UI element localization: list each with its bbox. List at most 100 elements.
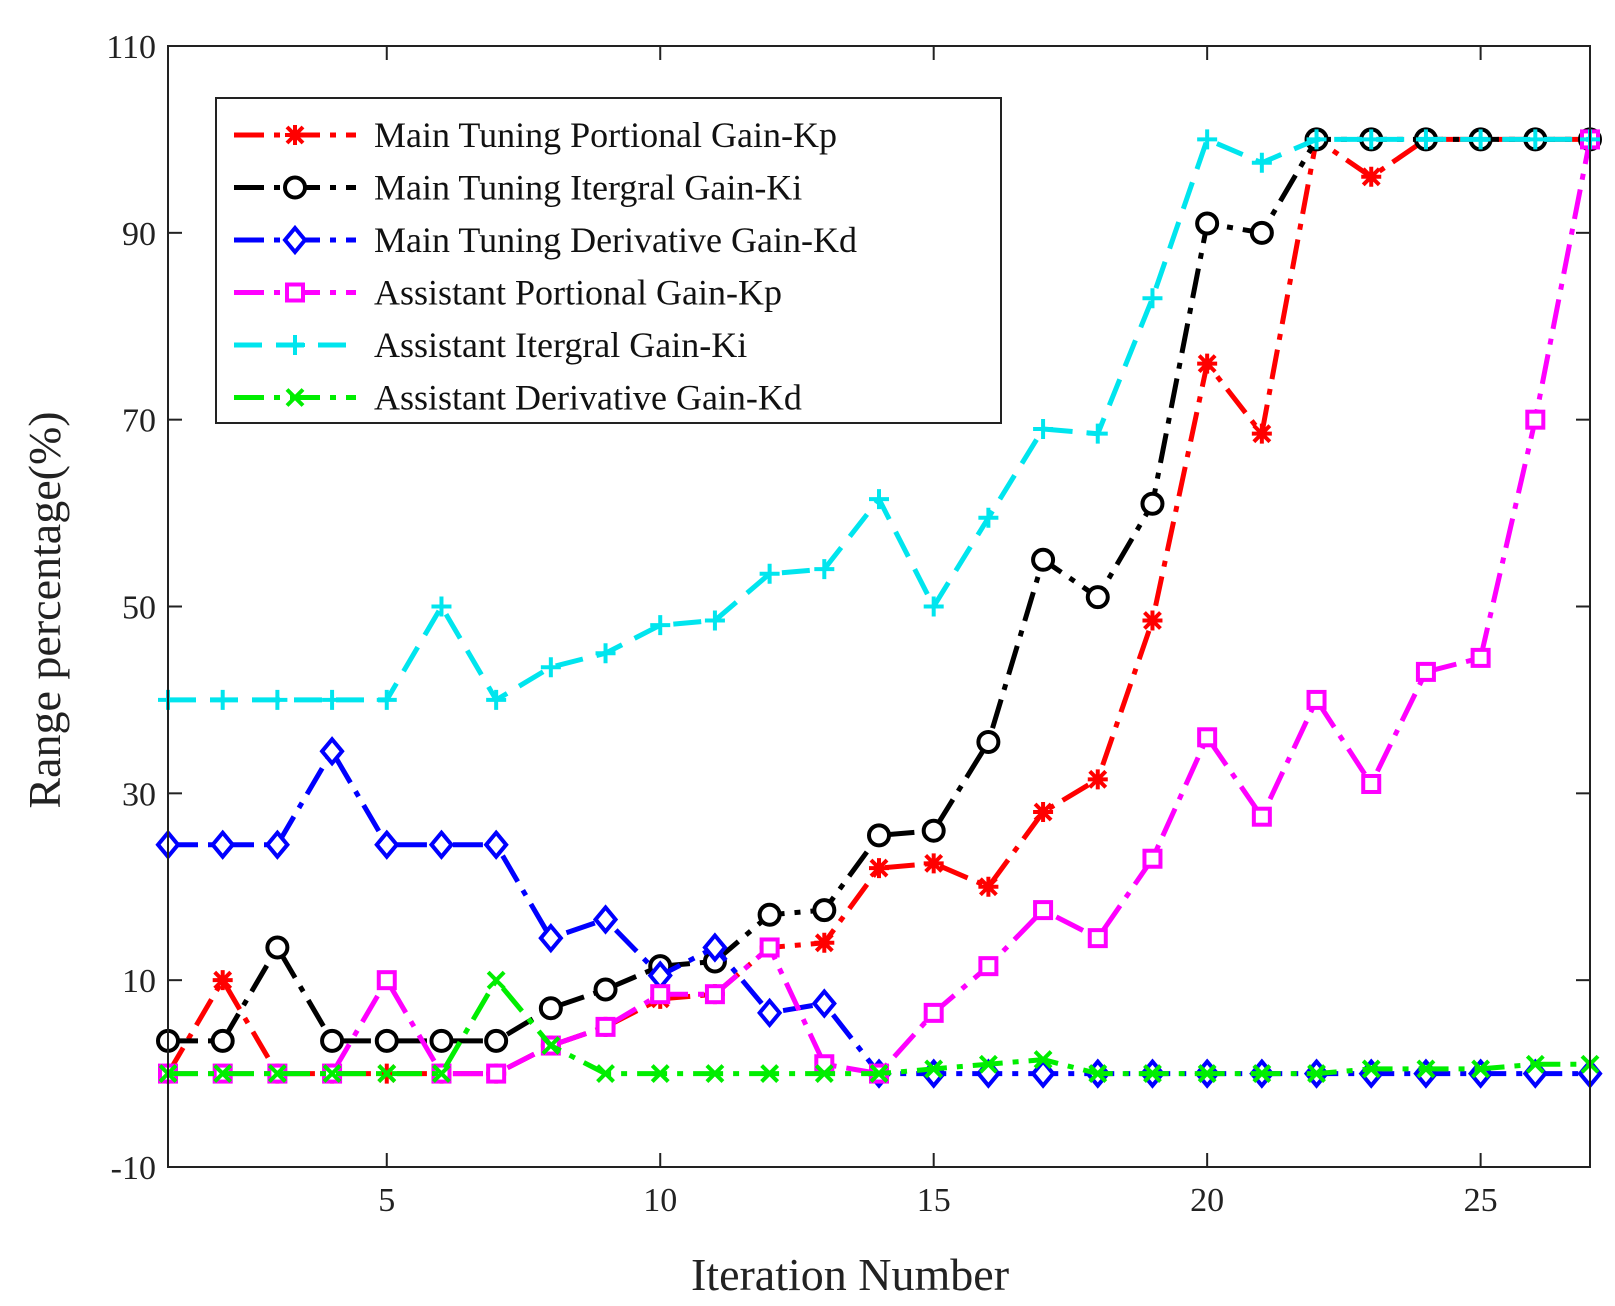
- data-point: [921, 818, 946, 843]
- data-point: [322, 1064, 342, 1083]
- data-point: [1197, 727, 1218, 748]
- data-point: [595, 1016, 616, 1037]
- data-point: [376, 689, 397, 710]
- data-point: [377, 1064, 397, 1083]
- data-point: [1415, 661, 1436, 682]
- data-point: [1143, 1064, 1162, 1083]
- data-point: [374, 829, 400, 860]
- data-point: [213, 1064, 233, 1083]
- data-point: [1087, 928, 1108, 949]
- data-point: [1361, 166, 1382, 187]
- data-point: [1525, 409, 1546, 430]
- data-point: [431, 596, 452, 617]
- data-point: [1251, 806, 1272, 827]
- series-line-2: [168, 136, 1590, 1044]
- data-point: [1361, 129, 1382, 150]
- data-point: [1088, 1064, 1108, 1083]
- data-point: [1033, 419, 1054, 440]
- data-point: [1033, 900, 1054, 921]
- data-point: [210, 829, 236, 860]
- legend-entry: Assistant Derivative Gain-Kd: [234, 378, 802, 418]
- data-point: [1251, 152, 1272, 173]
- legend-marker: [283, 175, 307, 200]
- data-point: [1197, 129, 1218, 150]
- data-point: [540, 657, 561, 678]
- data-point: [1142, 848, 1163, 869]
- data-point: [1031, 547, 1056, 572]
- data-point: [1033, 802, 1054, 823]
- series-6: [158, 970, 1600, 1083]
- data-point: [264, 829, 290, 860]
- y-tick-label: 10: [122, 963, 156, 1000]
- data-point: [869, 489, 889, 510]
- data-point: [1525, 129, 1546, 150]
- y-axis-title: Range percentage(%): [19, 411, 70, 808]
- data-point: [814, 559, 835, 580]
- x-tick-label: 15: [917, 1182, 951, 1219]
- legend-entry: Main Tuning Portional Gain-Kp: [234, 115, 837, 155]
- data-point: [978, 507, 999, 528]
- legend-label: Assistant Itergral Gain-Ki: [374, 325, 747, 365]
- y-tick-label: 30: [122, 776, 156, 813]
- data-point: [1033, 1050, 1053, 1069]
- data-point: [538, 996, 563, 1021]
- data-point: [812, 898, 837, 923]
- data-point: [322, 689, 343, 710]
- data-point: [1142, 610, 1163, 631]
- data-point: [319, 736, 345, 767]
- data-point: [1306, 129, 1327, 150]
- legend-marker: [285, 282, 305, 303]
- data-point: [1416, 1059, 1436, 1079]
- data-point: [704, 984, 725, 1005]
- legend-marker: [285, 388, 305, 407]
- series-5: [158, 129, 1600, 710]
- data-point: [1087, 423, 1108, 444]
- data-point: [595, 643, 616, 664]
- data-point: [1470, 647, 1491, 668]
- data-point: [1197, 1064, 1217, 1083]
- data-point: [757, 902, 782, 927]
- data-point: [1030, 1058, 1056, 1089]
- data-point: [210, 1028, 235, 1053]
- series-line-4: [168, 138, 1593, 1077]
- data-point: [212, 689, 233, 710]
- legend-label: Main Tuning Portional Gain-Kp: [374, 115, 837, 155]
- data-point: [869, 858, 889, 879]
- data-point: [1140, 491, 1165, 516]
- legend-entry: Main Tuning Itergral Gain-Ki: [234, 168, 802, 208]
- data-point: [923, 1002, 944, 1023]
- data-point: [869, 1064, 889, 1083]
- data-point: [374, 1028, 399, 1053]
- legend-marker: [285, 125, 305, 145]
- data-point: [541, 1036, 561, 1055]
- data-point: [1195, 211, 1220, 236]
- data-point: [1306, 689, 1327, 710]
- y-tick-label: 90: [122, 216, 156, 253]
- legend-box: [215, 97, 1002, 424]
- x-tick-label: 20: [1190, 1182, 1224, 1219]
- data-point: [814, 1064, 834, 1083]
- legend-label: Main Tuning Derivative Gain-Kd: [374, 220, 857, 260]
- data-point: [1252, 1064, 1272, 1083]
- y-tick-label: 50: [122, 590, 156, 627]
- data-point: [428, 829, 455, 860]
- legend-label: Assistant Portional Gain-Kp: [374, 273, 782, 313]
- data-point: [867, 823, 891, 848]
- data-point: [650, 1064, 670, 1083]
- x-tick-label: 25: [1464, 1182, 1498, 1219]
- data-point: [924, 1059, 944, 1079]
- data-point: [976, 729, 1001, 754]
- data-point: [267, 1064, 287, 1083]
- data-point: [1525, 1054, 1545, 1074]
- legend-marker: [285, 335, 305, 355]
- data-point: [759, 937, 780, 958]
- data-point: [757, 997, 783, 1028]
- data-point: [704, 610, 725, 631]
- data-point: [1251, 423, 1272, 444]
- data-point: [650, 615, 671, 636]
- data-point: [486, 689, 507, 710]
- data-point: [1249, 220, 1274, 245]
- data-point: [702, 932, 728, 963]
- data-point: [592, 904, 619, 935]
